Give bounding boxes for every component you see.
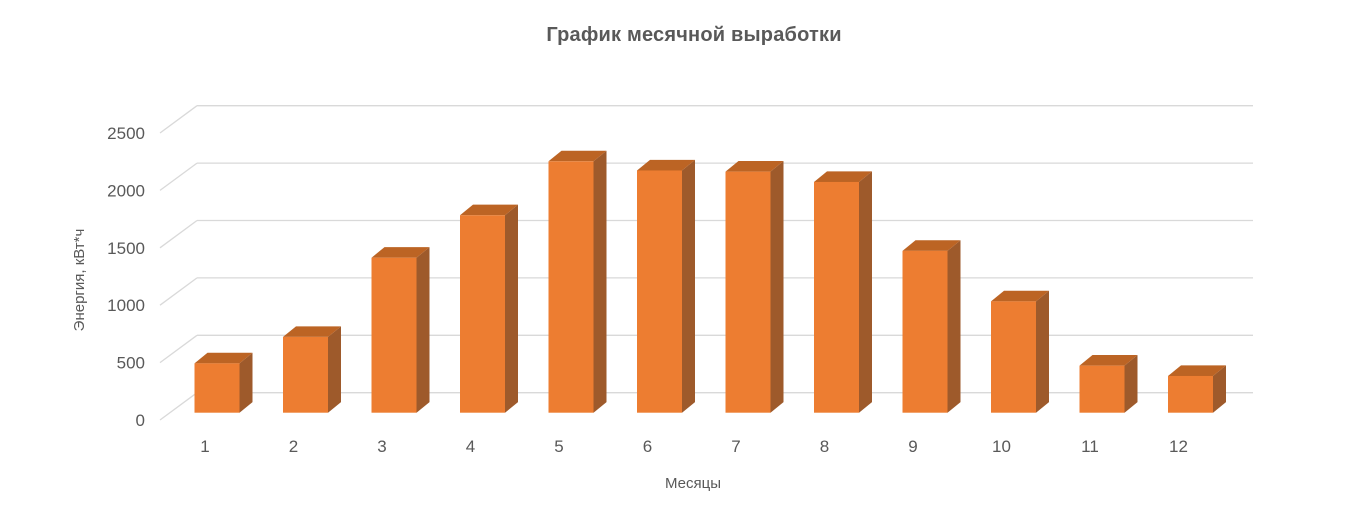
- axis-depth-line: [159, 105, 198, 134]
- bar-top-face: [283, 326, 341, 337]
- bar-top-face: [1168, 365, 1226, 376]
- bar-month-6: [637, 159, 695, 413]
- bar-side-face: [505, 204, 518, 413]
- bar-month-1: [194, 352, 253, 413]
- bar-month-7: [725, 161, 784, 413]
- y-tick-label: 0: [136, 411, 145, 430]
- bar-front-face: [902, 250, 948, 413]
- bar-month-5: [548, 150, 607, 413]
- x-tick-label: 3: [377, 437, 386, 456]
- bar-top-face: [371, 247, 430, 258]
- bar-side-face: [239, 352, 253, 413]
- bar-front-face: [460, 215, 505, 413]
- bar-top-face: [460, 204, 518, 216]
- x-tick-label: 12: [1169, 437, 1188, 456]
- bar-top-face: [814, 171, 872, 182]
- bar-front-face: [637, 170, 682, 413]
- bar-month-9: [902, 240, 961, 413]
- y-axis-tick-labels: 0 500 1000 1500 2000 2500: [107, 124, 145, 430]
- axis-depth-line: [159, 162, 198, 191]
- y-tick-label: 500: [117, 354, 145, 373]
- bar-front-face: [371, 257, 417, 413]
- x-tick-label: 2: [289, 437, 298, 456]
- x-axis-tick-labels: 1 2 3 4 5 6 7 8 9 10 11 12: [200, 437, 1188, 456]
- bar-top-face: [725, 161, 784, 172]
- bar-month-2: [283, 326, 341, 413]
- axis-depth-line: [159, 334, 198, 364]
- bar-month-3: [371, 247, 430, 413]
- bar-side-face: [682, 159, 695, 413]
- x-tick-label: 9: [908, 437, 917, 456]
- bar-side-face: [593, 150, 607, 413]
- x-tick-label: 7: [731, 437, 740, 456]
- bar-side-face: [1124, 355, 1138, 413]
- bar-side-face: [1213, 365, 1226, 413]
- bar-side-face: [859, 171, 872, 413]
- x-axis-title: Месяцы: [665, 475, 721, 492]
- x-tick-label: 6: [643, 437, 652, 456]
- bar-front-face: [283, 336, 328, 413]
- x-tick-label: 4: [466, 437, 475, 456]
- bar-side-face: [947, 240, 961, 413]
- chart-title: График месячной выработки: [546, 24, 842, 46]
- bar-top-face: [991, 290, 1049, 302]
- y-tick-label: 1500: [107, 239, 145, 258]
- bar-top-face: [548, 150, 607, 162]
- axis-depth-line: [159, 277, 198, 306]
- x-tick-label: 10: [992, 437, 1011, 456]
- bars: [194, 150, 1226, 413]
- bar-front-face: [194, 363, 240, 413]
- bar-month-11: [1079, 355, 1138, 413]
- y-tick-label: 2000: [107, 181, 145, 200]
- y-tick-label: 2500: [107, 124, 145, 143]
- bar-top-face: [637, 159, 695, 171]
- bar-top-face: [194, 352, 253, 364]
- bar-front-face: [814, 181, 859, 413]
- bar-front-face: [1168, 375, 1213, 413]
- bar-top-face: [1079, 355, 1138, 366]
- x-tick-label: 1: [200, 437, 209, 456]
- bar-month-10: [991, 290, 1049, 413]
- bar-front-face: [1079, 365, 1125, 413]
- gridlines: [197, 105, 1253, 394]
- bar-front-face: [725, 171, 771, 413]
- bar-side-face: [770, 161, 784, 413]
- bar-top-face: [902, 240, 961, 251]
- bar-month-12: [1168, 365, 1226, 413]
- axis-depth-lines: [159, 105, 198, 421]
- bar-side-face: [328, 326, 341, 413]
- x-tick-label: 11: [1081, 437, 1099, 456]
- bar-front-face: [548, 161, 594, 413]
- bar-side-face: [416, 247, 430, 413]
- y-axis-title: Энергия, кВт*ч: [71, 229, 88, 332]
- bar-front-face: [991, 301, 1036, 413]
- x-tick-label: 8: [820, 437, 829, 456]
- x-tick-label: 5: [554, 437, 563, 456]
- bar-side-face: [1036, 290, 1049, 413]
- axis-depth-line: [159, 219, 198, 249]
- y-tick-label: 1000: [107, 296, 145, 315]
- bar-month-8: [814, 171, 872, 413]
- axis-depth-line: [159, 392, 198, 421]
- bar-month-4: [460, 204, 518, 413]
